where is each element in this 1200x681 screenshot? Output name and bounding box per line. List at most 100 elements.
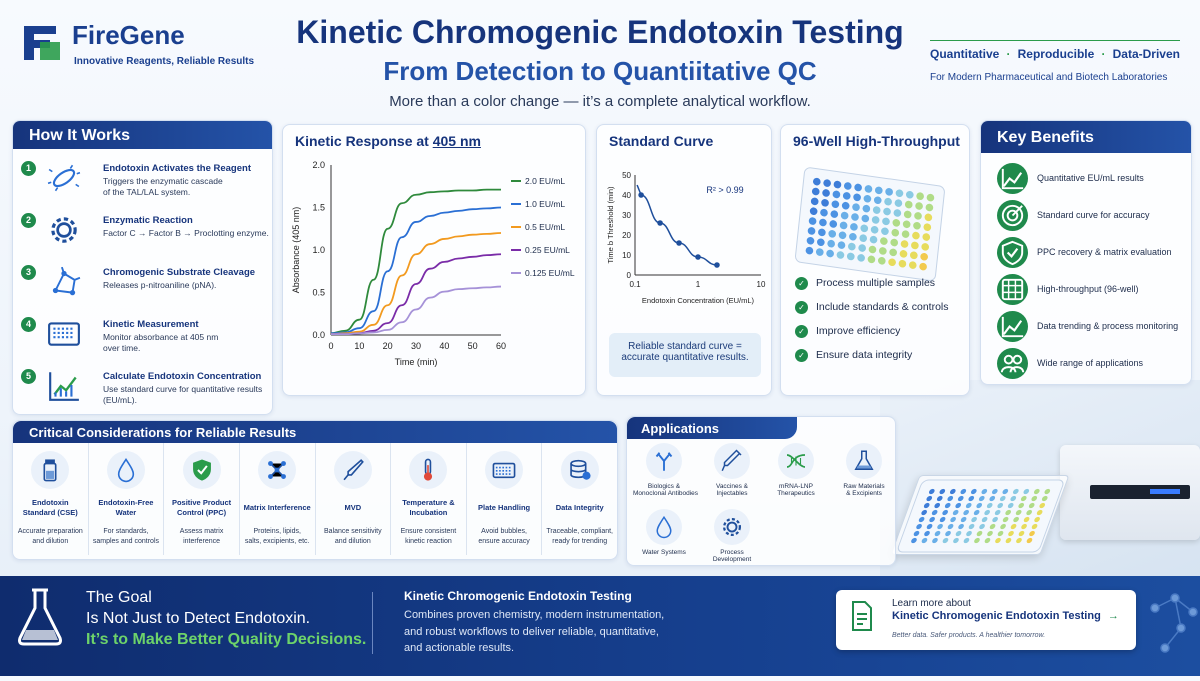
consideration-title: Standard (CSE) bbox=[22, 508, 78, 517]
plate-well bbox=[920, 252, 928, 261]
learn-more-link[interactable]: Kinetic Chromogenic Endotoxin Testing → bbox=[892, 610, 1119, 622]
plate-well bbox=[942, 537, 949, 544]
y-tick-label: 20 bbox=[622, 231, 631, 240]
benefit-item: Standard curve for accuracy bbox=[997, 200, 1187, 232]
plate-well bbox=[868, 245, 877, 254]
how-step: 4 Kinetic Measurement Monitor absorbance a… bbox=[13, 311, 272, 361]
plate-well bbox=[895, 189, 904, 198]
plate-well bbox=[810, 197, 819, 206]
plate-well bbox=[1041, 495, 1048, 502]
plate-well bbox=[1018, 530, 1025, 537]
plate-well bbox=[957, 495, 964, 502]
consideration-desc: interference bbox=[183, 537, 221, 545]
plate-well bbox=[923, 502, 930, 509]
how-step: 1 Endotoxin Activates the Reagent Triggers… bbox=[13, 155, 272, 205]
plate-well bbox=[1029, 530, 1035, 537]
chart-icon bbox=[997, 311, 1028, 342]
plate-well bbox=[1013, 516, 1019, 523]
plate-reader-image bbox=[1060, 445, 1200, 540]
gear-icon bbox=[47, 213, 81, 252]
consideration-item: Endotoxin Standard (CSE) Accurate preparat… bbox=[13, 443, 89, 555]
plate-well bbox=[992, 516, 998, 523]
y-tick-label: 0.5 bbox=[312, 288, 325, 298]
application-item: mRNA-LNP Therapeutics bbox=[765, 443, 827, 497]
plate-well bbox=[958, 523, 964, 530]
applications-title: Applications bbox=[627, 417, 797, 439]
learn-more-card[interactable]: Learn more about Kinetic Chromogenic End… bbox=[836, 590, 1136, 650]
y-axis-label: Absorbance (405 nm) bbox=[291, 207, 301, 294]
learn-more-sub: Better data. Safer products. A healthier… bbox=[892, 632, 1046, 639]
plate-well bbox=[908, 261, 917, 269]
plate-well bbox=[960, 516, 967, 523]
consideration-title: Data Integrity bbox=[555, 503, 604, 513]
benefit-label: Standard curve for accuracy bbox=[1037, 210, 1150, 220]
benefit-label: High-throughput (96-well) bbox=[1037, 284, 1139, 294]
standard-curve-note: Reliable standard curve = accurate quant… bbox=[609, 333, 761, 377]
plate-well bbox=[885, 188, 893, 196]
plate-well bbox=[821, 199, 829, 207]
plate-well bbox=[817, 238, 825, 247]
legend-label: 2.0 EU/mL bbox=[525, 176, 565, 186]
plate-well bbox=[1039, 502, 1046, 509]
chart-icon bbox=[47, 369, 81, 408]
consideration-title: Control (PPC) bbox=[176, 508, 227, 517]
molecule-decoration bbox=[1145, 588, 1200, 676]
step-number-badge: 3 bbox=[21, 265, 36, 280]
plate-well bbox=[1015, 509, 1022, 516]
key-benefits-title: Key Benefits bbox=[981, 121, 1191, 153]
plate-well bbox=[900, 240, 909, 248]
benefit-item: Quantitative EU/mL results bbox=[997, 163, 1187, 195]
step-number-badge: 5 bbox=[21, 369, 36, 384]
plate-well bbox=[916, 523, 922, 530]
application-label: Monoclonal Antibodies bbox=[633, 490, 699, 497]
consideration-desc: and dilution bbox=[334, 537, 371, 545]
y-tick-label: 40 bbox=[622, 191, 631, 200]
people-icon bbox=[997, 348, 1028, 379]
plate-well bbox=[984, 509, 990, 516]
step-desc: of the TAL/LAL system. bbox=[103, 187, 191, 197]
application-label: Vaccines & bbox=[715, 483, 749, 490]
application-label: Raw Materials bbox=[843, 483, 885, 490]
consideration-desc: kinetic reaction bbox=[405, 537, 452, 545]
plate-well bbox=[898, 259, 907, 268]
plate-well bbox=[827, 239, 835, 248]
consideration-desc: Balance sensitivity bbox=[324, 528, 382, 535]
plate-well bbox=[869, 235, 878, 244]
benefit-label: Wide range of applications bbox=[1037, 358, 1144, 368]
plate-well bbox=[914, 212, 922, 220]
well-benefit-item: ✓ Improve efficiency bbox=[795, 325, 965, 341]
consideration-desc: and dilution bbox=[32, 537, 69, 545]
footer-mid-text: Combines proven chemistry, modern instru… bbox=[404, 609, 665, 654]
plate-well bbox=[893, 209, 902, 217]
plate-well bbox=[858, 244, 866, 252]
well-benefit-item: ✓ Include standards & controls bbox=[795, 301, 965, 317]
plate-well bbox=[846, 252, 855, 261]
consideration-title: Endotoxin bbox=[31, 498, 69, 508]
step-title: Enzymatic Reaction bbox=[103, 215, 193, 226]
plate-well bbox=[1005, 537, 1012, 544]
plate-well bbox=[902, 220, 911, 229]
consideration-desc: Avoid bubbles, bbox=[481, 528, 527, 535]
plate-well bbox=[926, 495, 933, 502]
application-item: Biologics & Monoclonal Antibodies bbox=[633, 443, 699, 497]
plate-well bbox=[1026, 537, 1033, 544]
plate-well bbox=[871, 216, 880, 224]
footer-mid-title: Kinetic Chromogenic Endotoxin Testing bbox=[404, 589, 632, 603]
plate-well bbox=[926, 193, 935, 202]
badge-subtext: For Modern Pharmaceutical and Biotech La… bbox=[930, 72, 1168, 83]
standard-curve-title: Standard Curve bbox=[609, 133, 714, 149]
consideration-desc: Proteins, lipids, bbox=[253, 528, 301, 535]
well-plate-title: 96-Well High-Throughput bbox=[793, 133, 960, 149]
plate-well bbox=[806, 236, 815, 245]
plate-well bbox=[966, 530, 972, 537]
benefit-item: Wide range of applications bbox=[997, 348, 1187, 380]
plate-well bbox=[997, 502, 1004, 509]
plate-well bbox=[826, 249, 834, 258]
plate-well bbox=[820, 208, 828, 217]
pipette-icon bbox=[333, 451, 372, 489]
x-tick-label: 20 bbox=[383, 341, 393, 351]
plate-well bbox=[809, 207, 818, 215]
plate-well bbox=[939, 488, 946, 495]
plate-well bbox=[830, 210, 839, 218]
plate-well bbox=[874, 186, 883, 195]
